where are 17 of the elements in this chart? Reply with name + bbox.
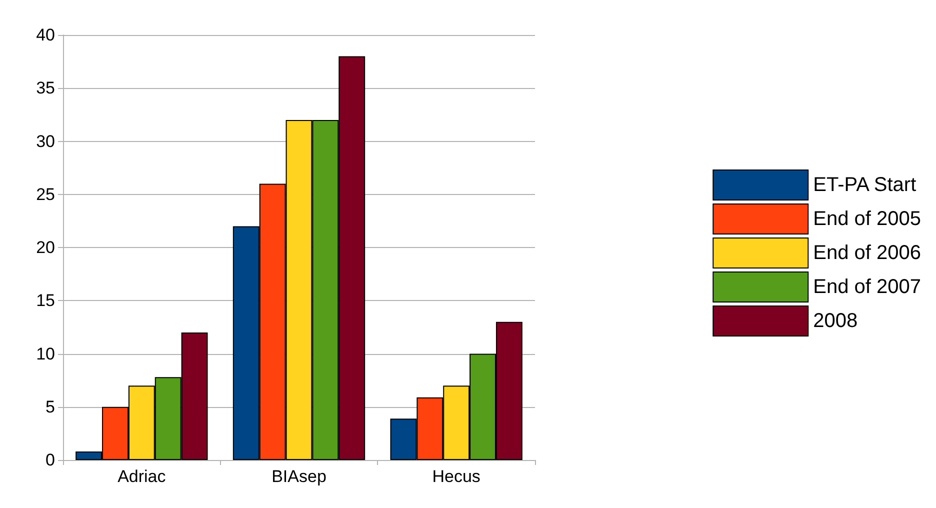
legend-label: ET-PA Start bbox=[813, 174, 917, 196]
legend-label: End of 2006 bbox=[813, 242, 922, 264]
legend-label: 2008 bbox=[813, 310, 858, 332]
legend-label: End of 2007 bbox=[813, 276, 922, 298]
y-tick-label: 15 bbox=[36, 291, 55, 310]
y-tick-label: 25 bbox=[36, 184, 55, 204]
x-tick-label: BIAsep bbox=[272, 467, 326, 486]
x-tick-label: Adriac bbox=[118, 467, 166, 486]
y-tick-label: 20 bbox=[36, 238, 55, 257]
y-tick-label: 0 bbox=[46, 450, 55, 470]
y-tick-label: 10 bbox=[36, 344, 55, 364]
legend-label: End of 2005 bbox=[813, 208, 922, 230]
y-tick-label: 40 bbox=[36, 26, 55, 44]
x-tick-label: Hecus bbox=[432, 467, 480, 486]
y-tick-label: 5 bbox=[46, 397, 55, 416]
y-tick-label: 30 bbox=[36, 132, 55, 151]
y-tick-label: 35 bbox=[36, 78, 55, 98]
